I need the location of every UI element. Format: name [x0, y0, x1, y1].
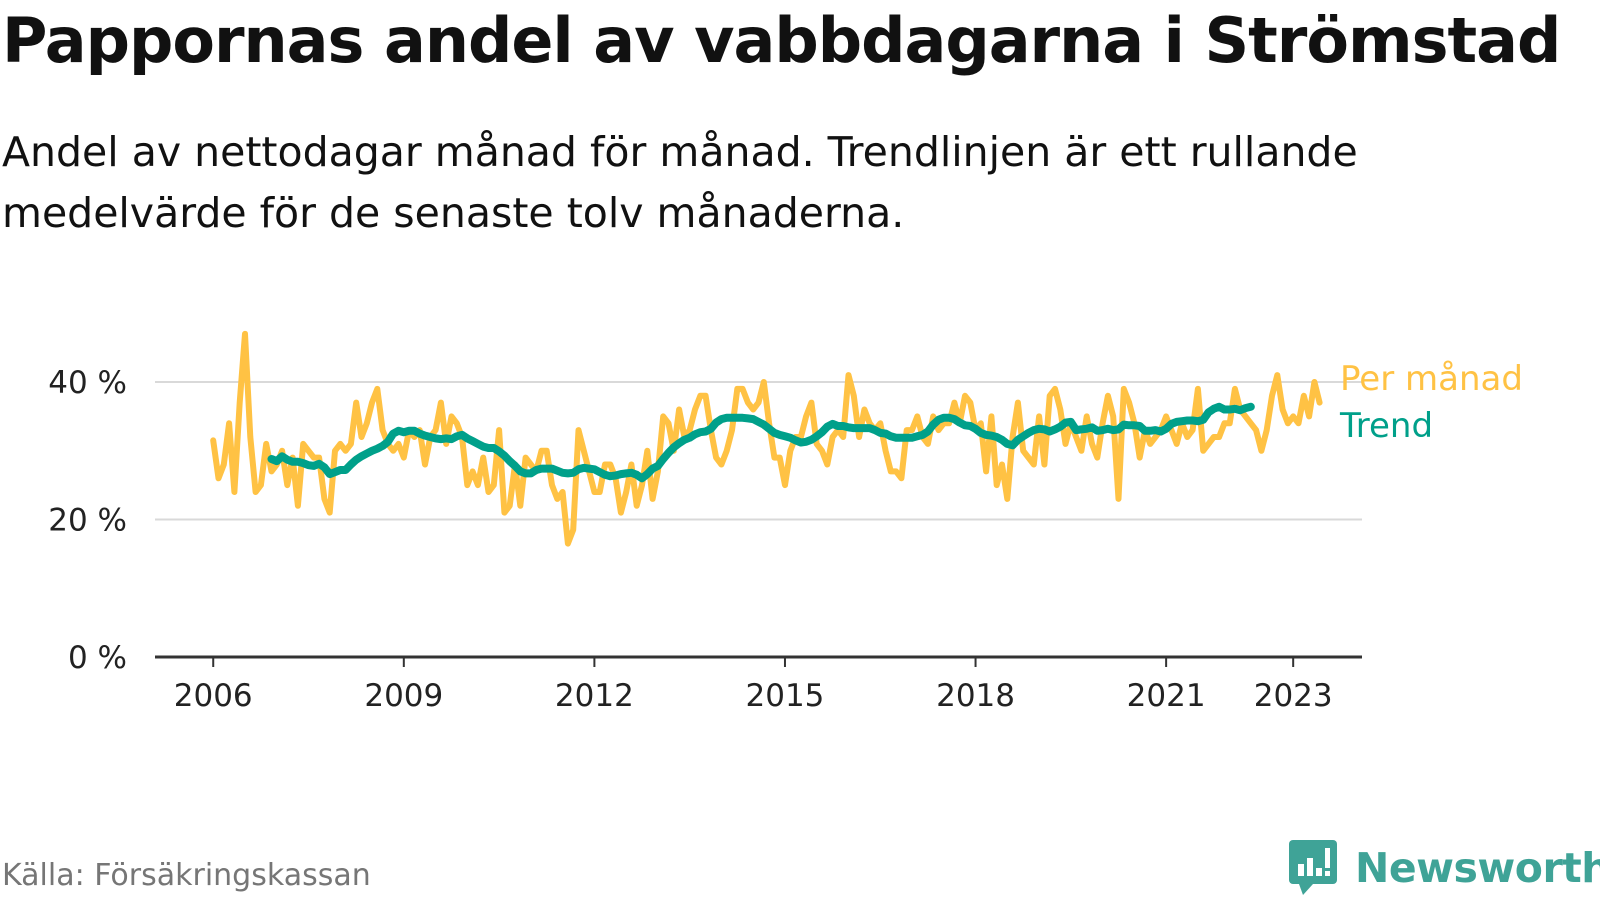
chart-subtitle: Andel av nettodagar månad för månad. Tre…	[2, 128, 1358, 237]
x-tick-label: 2021	[1127, 678, 1206, 714]
series-line-per-manad	[210, 330, 1323, 547]
x-tick-label: 2018	[936, 678, 1015, 714]
source-text: Källa: Försäkringskassan	[2, 858, 371, 893]
x-tick-label: 2012	[555, 678, 634, 714]
y-tick-label: 20 %	[48, 503, 127, 539]
x-tick-label: 2023	[1254, 678, 1333, 714]
y-tick-label: 40 %	[48, 365, 127, 401]
line-chart: 0 %20 %40 %2006 2009 2012 2015 2018 2021 2023 …	[48, 330, 1523, 714]
y-tick-label: 0 %	[68, 640, 127, 676]
series-label-per-manad: Per månad	[1340, 359, 1523, 399]
newsworthy-logo-icon	[1289, 840, 1337, 895]
x-tick-label: 2009	[364, 678, 443, 714]
x-tick-label: 2006	[174, 678, 253, 714]
series-label-trend: Trend	[1339, 406, 1433, 446]
x-tick-label: 2015	[746, 678, 825, 714]
newsworthy-logo[interactable]: Newsworthy	[1289, 840, 1600, 896]
chart-title: Pappornas andel av vabbdagarna i Strömst…	[2, 4, 1561, 77]
series-line-trend	[267, 402, 1255, 483]
newsworthy-logo-text: Newsworthy	[1355, 844, 1600, 892]
